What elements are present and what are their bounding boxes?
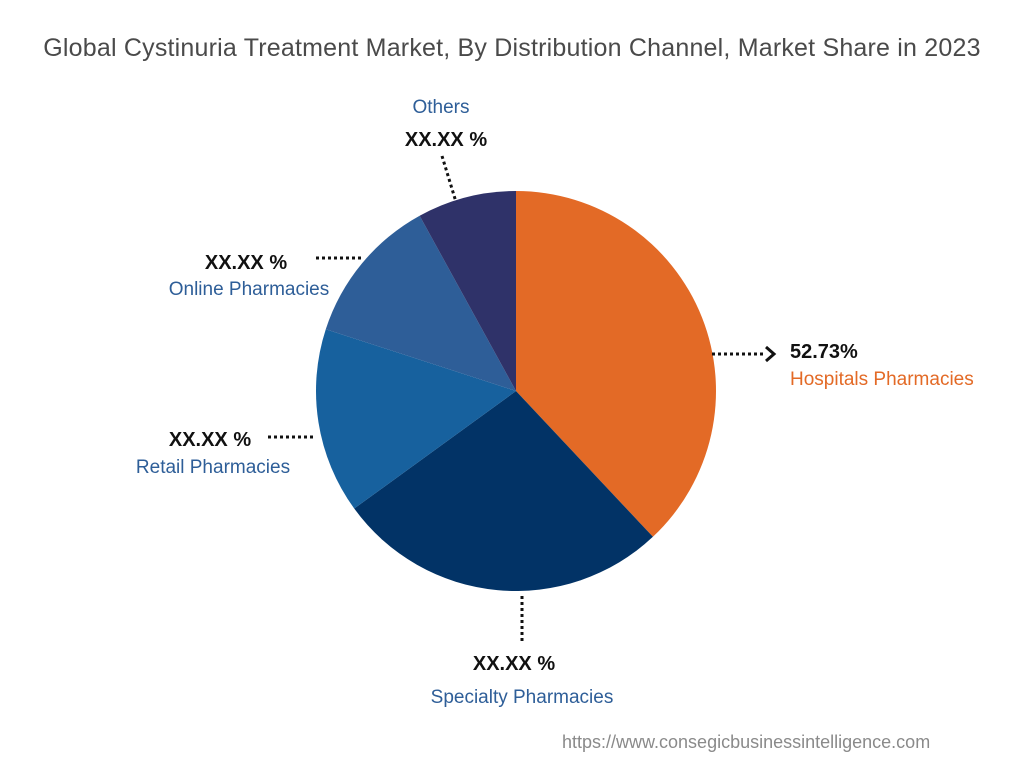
value-label-others: XX.XX % [405,129,487,151]
arrowhead-icon [765,345,777,363]
leader-line-others [440,155,458,203]
value-label-specialty: XX.XX % [473,653,555,675]
category-label-others: Others [412,97,469,118]
pie-slice-specialty [354,391,653,591]
value-label-online: XX.XX % [205,252,287,274]
pie-slices [315,191,716,591]
pie-slice-hospitals [516,191,716,537]
pie-slice-others [419,191,516,391]
category-label-retail: Retail Pharmacies [136,457,290,478]
category-label-specialty: Specialty Pharmacies [431,687,614,708]
category-label-hospitals: Hospitals Pharmacies [790,369,974,390]
source-url: https://www.consegicbusinessintelligence… [562,732,931,752]
value-label-retail: XX.XX % [169,429,251,451]
pie-slice-online [325,215,516,391]
category-label-online: Online Pharmacies [169,279,330,300]
leader-lines [268,155,766,642]
pie-slice-retail [315,329,516,509]
chart-title: Global Cystinuria Treatment Market, By D… [43,34,981,62]
value-label-hospitals: 52.73% [790,341,858,363]
